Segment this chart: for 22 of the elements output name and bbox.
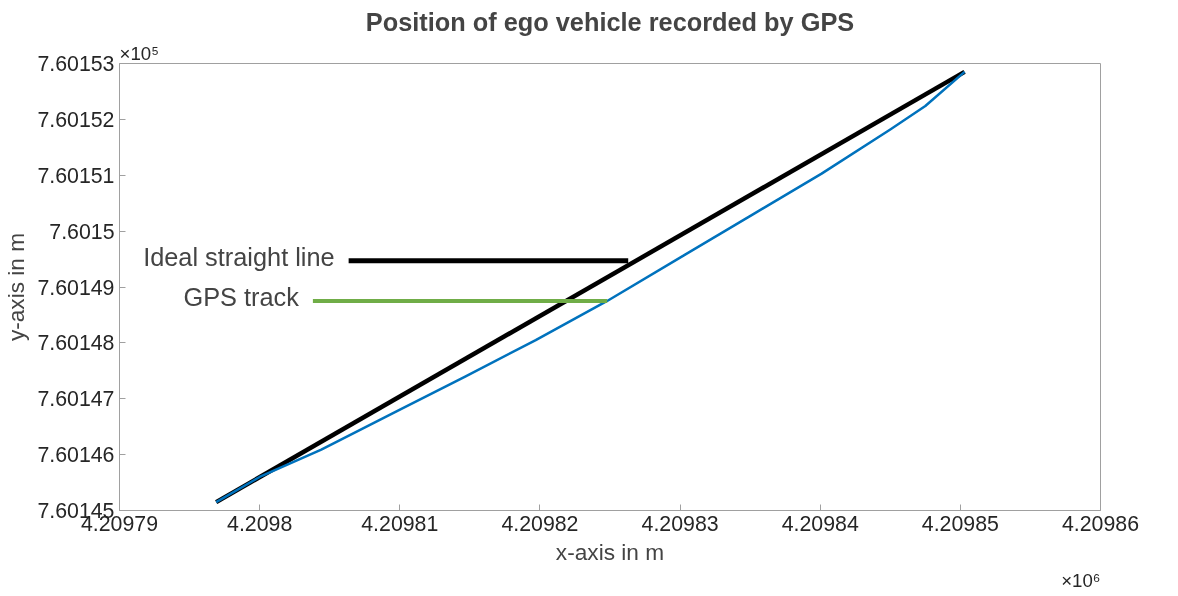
- y-tick-label: 7.60151: [37, 163, 115, 188]
- x-axis-title: x-axis in m: [555, 538, 665, 565]
- y-tick-label: 7.6015: [49, 219, 115, 244]
- text: ×10⁵: [119, 42, 159, 64]
- x-tick-label: 4.20983: [641, 511, 719, 536]
- x-tick-label: 4.2098: [227, 511, 293, 536]
- x-tick-label: 4.20982: [501, 511, 579, 536]
- x-tick-label: 4.20985: [921, 511, 999, 536]
- x-tick-label: 4.20986: [1061, 511, 1140, 536]
- x-tick-label: 4.20984: [781, 511, 859, 536]
- x-tick-label: 4.20981: [361, 511, 439, 536]
- y-tick-label: 7.60148: [37, 331, 115, 356]
- y-tick-label: 7.60149: [37, 275, 115, 300]
- y-axis-title: y-axis in m: [3, 232, 30, 342]
- annotation: GPS track: [183, 282, 300, 311]
- y-tick-label: 7.60152: [37, 107, 115, 132]
- y-tick-label: 7.60146: [37, 443, 115, 468]
- y-tick-label: 7.60153: [37, 52, 115, 76]
- text: ×10⁶: [1061, 569, 1101, 591]
- y-tick-label: 7.60147: [37, 387, 115, 412]
- annotation: Ideal straight line: [143, 242, 335, 271]
- chart-title: Position of ego vehicle recorded by GPS: [365, 7, 855, 36]
